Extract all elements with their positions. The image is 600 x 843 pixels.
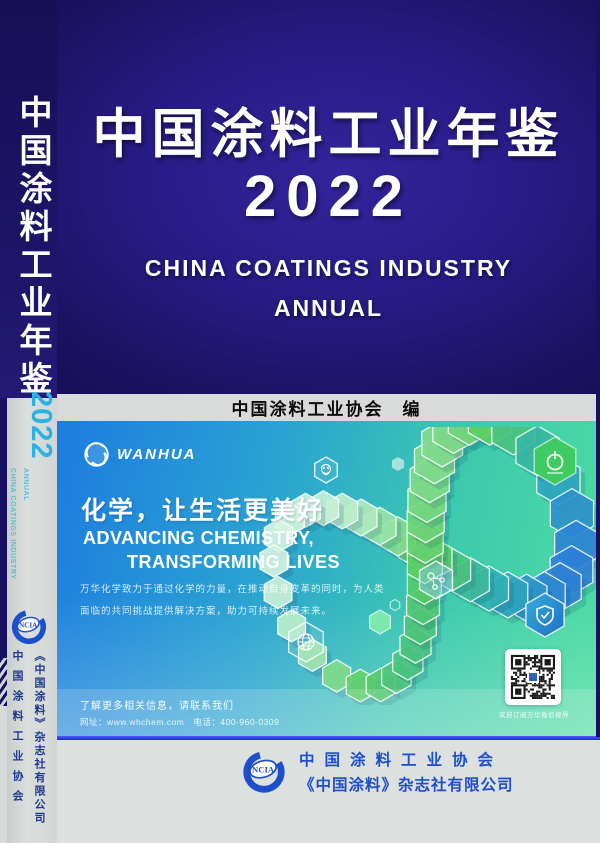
spine-edge-stripes — [0, 658, 7, 706]
footer-text: 中国涂料工业协会 《中国涂料》杂志社有限公司 — [299, 748, 514, 795]
hex-tiny-icon — [389, 598, 401, 612]
spine-ncia-logo-icon: NCIA — [11, 609, 47, 645]
hex-lab-icon — [314, 456, 338, 484]
right-edge-strip — [596, 0, 600, 737]
spine-org: 中国涂料工业协会 — [11, 650, 23, 810]
hex-molecule-icon — [418, 560, 454, 600]
hex-plug-icon — [533, 436, 577, 486]
wanhua-ad: WANHUA 化学，让生活更美好 ADVANCING CHEMISTRY, TR… — [57, 421, 596, 737]
ad-body-line2: 面临的共同挑战提供解决方案，助力可持续发展未来。 — [80, 606, 333, 617]
ad-slogan-en-line1: ADVANCING CHEMISTRY, — [83, 528, 315, 548]
spine-edge-navy — [0, 398, 7, 658]
footer-publisher: 《中国涂料》杂志社有限公司 — [299, 777, 514, 794]
cover-top-section: 中国涂料工业年鉴 2022 CHINA COATINGS INDUSTRY AN… — [57, 0, 600, 394]
cover-subtitle-line2: ANNUAL — [273, 295, 384, 321]
hex-dot-icon — [391, 457, 405, 471]
ad-slogan-en-line2: TRANSFORMING LIVES — [127, 552, 341, 572]
wanhua-brand-name: WANHUA — [117, 446, 197, 463]
ncia-logo-icon: NCIA — [243, 750, 285, 793]
ad-body-line1: 万华化学致力于通过化学的力量，在推动自身变革的同时，为人类 — [80, 584, 385, 595]
qr-caption: 欢迎订阅万华微信视界 — [499, 712, 569, 719]
qr-code — [505, 649, 561, 705]
ad-contact-line2: 网址：www.whchem.com 电话：400-960-0309 — [80, 717, 280, 727]
editor-band: 中国涂料工业协会 编 — [57, 394, 596, 421]
spine-title: 中国涂料工业年鉴 — [15, 95, 52, 399]
spine-top-bg — [0, 0, 57, 398]
hex-shield-icon — [525, 592, 565, 638]
wanhua-brand: WANHUA — [83, 441, 197, 468]
svg-text:NCIA: NCIA — [252, 764, 275, 774]
cover-subtitle-line1: CHINA COATINGS INDUSTRY — [144, 255, 513, 281]
spine-orgs: 中国涂料工业协会 《中国涂料》杂志社有限公司 — [6, 650, 54, 840]
footer-org: 中国涂料工业协会 — [299, 752, 504, 769]
wanhua-logo-icon — [84, 442, 109, 467]
cover-year: 2022 — [243, 164, 414, 229]
hex-small-green-icon — [369, 609, 391, 635]
cover-subtitle: CHINA COATINGS INDUSTRY ANNUAL — [57, 248, 600, 328]
svg-text:NCIA: NCIA — [19, 621, 38, 629]
spine-subtitle: CHINA COATINGS INDUSTRY ANNUAL — [6, 468, 54, 618]
spine-subtitle-line1: CHINA COATINGS INDUSTRY — [9, 468, 16, 580]
cover-title: 中国涂料工业年鉴 — [92, 105, 565, 164]
hex-globe-icon — [287, 621, 325, 663]
spine-subtitle-line2: ANNUAL — [22, 468, 29, 502]
spine-year: 2022 — [25, 390, 57, 460]
ad-contact-line1: 了解更多相关信息，请联系我们 — [80, 701, 234, 712]
editor-line: 中国涂料工业协会 编 — [231, 400, 422, 419]
footer: NCIA 中国涂料工业协会 《中国涂料》杂志社有限公司 — [0, 740, 600, 843]
footer-divider-line — [57, 736, 600, 740]
spine-publisher: 《中国涂料》杂志社有限公司 — [33, 650, 45, 826]
ad-body-text: 万华化学致力于通过化学的力量，在推动自身变革的同时，为人类 面临的共同挑战提供解… — [80, 579, 390, 623]
ad-slogan-cn: 化学，让生活更美好 — [81, 497, 325, 525]
spine-edge-gray — [0, 706, 7, 843]
